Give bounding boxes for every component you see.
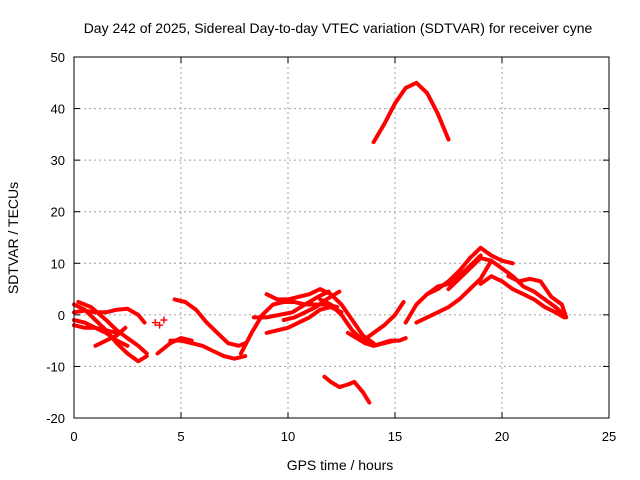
y-tick-label: -10 — [46, 359, 65, 374]
data-point-plus — [156, 321, 164, 329]
series-arc-19 — [371, 80, 451, 145]
series-arc-18 — [322, 374, 372, 405]
y-tick-label: 30 — [51, 153, 65, 168]
x-tick-label: 20 — [495, 429, 509, 444]
series-arc-2 — [72, 306, 147, 325]
series-arc-11 — [251, 289, 331, 320]
series-arc-5 — [93, 325, 128, 348]
series-arc-9 — [172, 297, 248, 348]
series-arc-24 — [478, 274, 567, 320]
series-arc-13 — [264, 287, 376, 346]
data-series — [72, 80, 569, 405]
series-arc-21 — [425, 245, 515, 297]
data-point-plus — [151, 319, 159, 327]
y-tick-label: 40 — [51, 102, 65, 117]
series-arc-12 — [264, 305, 344, 335]
x-axis-title: GPS time / hours — [287, 457, 394, 473]
y-tick-label: 50 — [51, 50, 65, 65]
x-tick-label: 10 — [281, 429, 295, 444]
y-tick-label: 0 — [58, 308, 65, 323]
y-tick-label: 10 — [51, 256, 65, 271]
x-tick-label: 25 — [602, 429, 616, 444]
x-tick-label: 5 — [177, 429, 184, 444]
y-tick-label: -20 — [46, 411, 65, 426]
y-axis-title: SDTVAR / TECUs — [5, 182, 21, 294]
series-arc-4 — [76, 300, 149, 356]
series-arc-25 — [506, 274, 569, 320]
series-arc-8 — [168, 338, 248, 361]
series-arc-17 — [360, 300, 406, 343]
series-arc-16 — [345, 330, 408, 348]
x-tick-label: 15 — [388, 429, 402, 444]
grid — [74, 57, 609, 418]
y-tick-label: 20 — [51, 205, 65, 220]
x-tick-label: 0 — [70, 429, 77, 444]
chart-title: Day 242 of 2025, Sidereal Day-to-day VTE… — [84, 20, 593, 36]
y-axis-ticks: -20 -10 0 10 20 30 40 50 — [46, 50, 609, 426]
series-arc-23 — [446, 256, 567, 317]
plot-frame — [73, 56, 610, 419]
series-arc-22 — [414, 258, 494, 325]
series-arc-6 — [72, 323, 119, 335]
series-arc-14 — [281, 289, 342, 322]
data-point-plus — [160, 316, 168, 324]
